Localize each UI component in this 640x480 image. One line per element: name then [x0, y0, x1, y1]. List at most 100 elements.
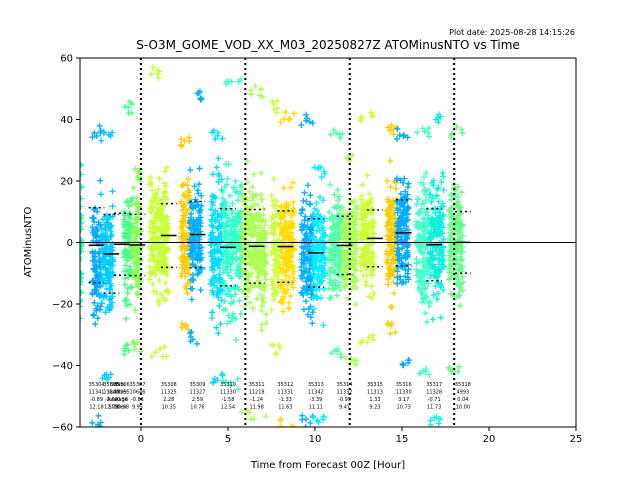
scatter-point — [270, 278, 277, 285]
scatter-point — [328, 213, 335, 220]
scatter-point — [387, 127, 394, 134]
scatter-point — [219, 188, 226, 195]
scatter-point — [248, 217, 255, 224]
scatter-point — [358, 113, 365, 120]
scatter-point — [248, 91, 255, 98]
scatter-point — [70, 268, 76, 274]
scatter-point — [348, 263, 355, 270]
scatter-point — [150, 269, 157, 276]
scatter-point — [402, 188, 409, 195]
scatter-point — [284, 286, 291, 293]
scatter-point — [276, 345, 283, 352]
scatter-point — [252, 82, 259, 89]
scatter-series — [426, 111, 447, 427]
scatter-point — [286, 265, 293, 272]
scatter-point — [67, 293, 73, 299]
scatter-point — [221, 234, 228, 241]
scatter-series — [97, 128, 117, 383]
scatter-point — [432, 244, 439, 251]
scatter-point — [453, 123, 460, 130]
scatter-point — [221, 298, 228, 305]
scatter-point — [124, 248, 131, 255]
scatter-point — [455, 248, 462, 255]
scatter-point — [404, 251, 411, 258]
scatter-point — [363, 230, 370, 237]
scatter-point — [368, 218, 375, 225]
scatter-point — [98, 245, 105, 252]
scatter-point — [344, 243, 351, 250]
scatter-point — [430, 291, 437, 298]
scatter-point — [93, 269, 100, 276]
scatter-point — [447, 209, 454, 216]
scatter-point — [235, 78, 242, 85]
scatter-point — [365, 221, 372, 228]
scatter-point — [396, 131, 403, 138]
scatter-point — [340, 236, 347, 243]
scatter-point — [290, 277, 297, 284]
scatter-point — [185, 134, 192, 141]
scatter-point — [148, 353, 155, 360]
scatter-point — [186, 330, 193, 337]
scatter-point — [366, 200, 373, 207]
scatter-point — [298, 207, 305, 214]
scatter-point — [447, 232, 454, 239]
scatter-point — [219, 372, 226, 379]
scatter-point — [257, 255, 264, 262]
axes: 0 5 10 15 20 25 −60 −40 −20 0 20 40 60 — [52, 54, 582, 446]
scatter-point — [71, 284, 77, 290]
scatter-point — [65, 252, 71, 258]
scatter-point — [258, 225, 265, 232]
scatter-point — [385, 198, 392, 205]
scatter-point — [165, 245, 172, 252]
scatter-point — [198, 202, 205, 209]
scatter-point — [161, 253, 168, 260]
scatter-point — [238, 210, 245, 217]
scatter-point — [218, 214, 225, 221]
scatter-point — [260, 299, 267, 306]
scatter-point — [387, 184, 394, 191]
scatter-point — [131, 346, 138, 353]
scatter-point — [249, 257, 256, 264]
scatter-point — [422, 197, 429, 204]
scatter-point — [249, 203, 256, 210]
scatter-point — [310, 280, 317, 287]
scatter-point — [435, 420, 442, 427]
scatter-point — [95, 250, 102, 257]
scatter-point — [209, 287, 216, 294]
scatter-point — [457, 253, 464, 260]
scatter-series — [357, 109, 378, 346]
scatter-point — [314, 417, 321, 424]
scatter-point — [178, 218, 185, 225]
scatter-point — [135, 257, 142, 264]
scatter-point — [66, 193, 72, 199]
scatter-point — [398, 236, 405, 243]
scatter-point — [277, 247, 284, 254]
scatter-point — [425, 186, 432, 193]
reference-lines — [80, 58, 576, 427]
y-tick-label: 40 — [60, 115, 73, 126]
scatter-point — [425, 125, 432, 132]
scatter-point — [288, 253, 295, 260]
scatter-point — [254, 295, 261, 302]
scatter-series — [393, 125, 412, 369]
scatter-point — [70, 229, 76, 235]
scatter-point — [440, 211, 447, 218]
scatter-point — [278, 230, 285, 237]
scatter-point — [255, 277, 262, 284]
scatter-point — [313, 227, 320, 234]
scatter-point — [219, 135, 226, 142]
scatter-point — [224, 175, 231, 182]
scatter-point — [251, 416, 258, 423]
scatter-point — [163, 265, 170, 272]
scatter-point — [92, 287, 99, 294]
scatter-point — [370, 290, 377, 297]
scatter-point — [121, 351, 128, 358]
scatter-point — [331, 232, 338, 239]
scatter-point — [130, 250, 137, 257]
scatter-point — [223, 214, 230, 221]
scatter-point — [179, 207, 186, 214]
scatter-point — [256, 283, 263, 290]
scatter-point — [342, 211, 349, 218]
scatter-point — [307, 303, 314, 310]
